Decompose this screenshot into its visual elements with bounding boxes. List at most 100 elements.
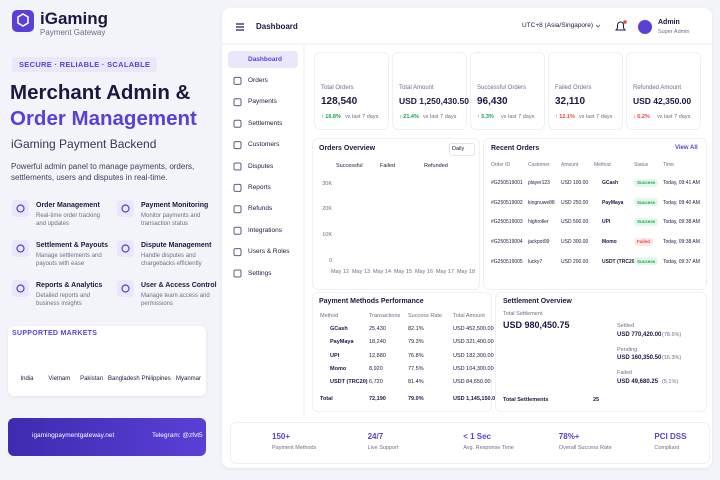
stat-change: ↑ 12.1% [555, 114, 575, 120]
country-name: Vietnam [48, 376, 71, 382]
view-all[interactable]: View All [675, 145, 698, 151]
menu-item[interactable]: Reports [248, 183, 271, 191]
menu-item[interactable]: Orders [248, 76, 268, 84]
badge: SECURE · RELIABLE · SCALABLE [12, 57, 158, 72]
feature-desc: Manage team access and permissions [141, 293, 210, 307]
cell: USD 452,500.00 [453, 326, 494, 332]
highlight-value: PCI DSS [654, 432, 687, 441]
settlement-card [495, 292, 707, 412]
orders-overview-card [312, 138, 480, 290]
stat-card [392, 52, 467, 130]
feature-desc: Detailed reports and business insights [36, 293, 91, 307]
status-badge: Success [634, 198, 659, 207]
feature-desc: Handle disputes and chargebacks efficien… [141, 253, 202, 267]
cell: #G250519005 [491, 258, 523, 265]
menu-item[interactable]: Refunds [248, 205, 273, 213]
column-header: Method [320, 313, 339, 319]
stat-label: Total Amount [399, 85, 434, 91]
legend-name: Settled [617, 323, 635, 329]
stat-period: vs last 7 days [345, 114, 379, 120]
brand-name: iGaming [40, 9, 109, 28]
topbar-title: Dashboard [256, 22, 298, 31]
menu-item[interactable]: Disputes [248, 162, 274, 170]
country-name: India [20, 376, 34, 382]
cell: #G250519003 [491, 219, 523, 226]
stat-change: ↓ 6.2% [633, 114, 650, 120]
feature-icon-glyph [121, 204, 130, 213]
feature-desc: Manage settlements and payouts with ease [36, 253, 102, 267]
highlight-value: 150+ [272, 432, 291, 441]
menu-active [228, 51, 298, 68]
menu-item-icon [233, 141, 242, 150]
legend-label: Refunded [424, 163, 448, 169]
method-name: Momo [330, 365, 347, 372]
total-cell: 72,190 [369, 396, 386, 402]
cell: kingnuwe88 [528, 199, 555, 206]
legend-name: Failed [617, 370, 632, 376]
legend-percent: (78.6%) [662, 331, 682, 338]
menu-item[interactable]: Settings [248, 269, 272, 277]
feature-icon [12, 200, 29, 217]
feature-icon [12, 240, 29, 257]
stat-period: vs last 7 days [501, 114, 535, 120]
chart-title: Orders Overview [319, 145, 376, 152]
cell: 6,720 [369, 379, 383, 386]
country-name: Philippines [141, 376, 171, 382]
logo-glyph [17, 13, 29, 27]
stat-card [470, 52, 545, 130]
total-label: Total Settlement [503, 311, 543, 317]
country-name: Pakistan [80, 376, 104, 382]
feature-icon [117, 200, 134, 217]
cell: Today, 09:37 AM [663, 258, 700, 265]
menu-item[interactable]: Customers [248, 141, 280, 149]
stat-change: ↑ 5.3% [477, 114, 494, 120]
y-tick-label: 10K [322, 231, 332, 238]
headline-line-2: Order Management [10, 107, 197, 130]
menu-item[interactable]: Integrations [248, 226, 282, 234]
column-header: Status [634, 162, 649, 168]
menu-item[interactable]: Payments [248, 98, 277, 106]
menu-item[interactable]: Dashboard [248, 55, 282, 63]
column-header: Time [663, 162, 674, 168]
telegram[interactable]: Telegram: @zfvt5 [152, 432, 203, 439]
x-tick-label: May 16 [414, 269, 434, 275]
count-value: 25 [593, 397, 600, 403]
cell: jackpot99 [528, 239, 550, 246]
website[interactable]: igamingpaymentgateway.net [32, 432, 115, 439]
menu-item[interactable]: Settlements [248, 119, 283, 127]
highlight-label: Payment Methods [272, 445, 317, 451]
highlight-label: Overall Success Rate [558, 445, 612, 451]
y-tick-label: 30K [322, 180, 332, 187]
cell: USD 100.00 [561, 180, 589, 186]
menu-item[interactable]: Users & Roles [248, 248, 290, 256]
cell: highroller [528, 219, 549, 226]
feature-title: Settlement & Payouts [36, 242, 108, 249]
y-tick-label: 0 [328, 257, 332, 264]
period-label: Daily [452, 146, 465, 152]
feature-title: Order Management [36, 202, 100, 209]
recent-orders-card [483, 138, 707, 290]
stat-period: vs last 7 days [657, 114, 691, 120]
period-select[interactable] [449, 143, 475, 156]
method-name: GCash [602, 180, 619, 186]
feature-title: Reports & Analytics [36, 282, 103, 289]
legend-name: Pending [617, 346, 638, 353]
card-title: Payment Methods Performance [319, 298, 424, 305]
menu-item-icon [233, 183, 242, 192]
country-name: Bangladesh [108, 376, 140, 382]
stat-period: vs last 7 days [579, 114, 613, 120]
cell: lucky7 [528, 258, 543, 265]
count-label: Total Settlements [503, 397, 549, 403]
total-amount: USD 980,450.75 [503, 320, 570, 330]
logo-icon [12, 10, 34, 32]
bell-icon [615, 21, 626, 31]
feature-icon-glyph [16, 204, 25, 213]
legend-amount: USD 49,680.25 [617, 378, 659, 385]
column-header: Total Amount [453, 313, 485, 319]
total-cell: USD 1,145,150.00 [453, 396, 499, 402]
stat-card [548, 52, 623, 130]
cell: USD 300.00 [561, 239, 589, 246]
cell: #G250519004 [491, 239, 523, 246]
x-tick-label: May 13 [351, 269, 371, 275]
user-name: Admin [658, 19, 680, 26]
